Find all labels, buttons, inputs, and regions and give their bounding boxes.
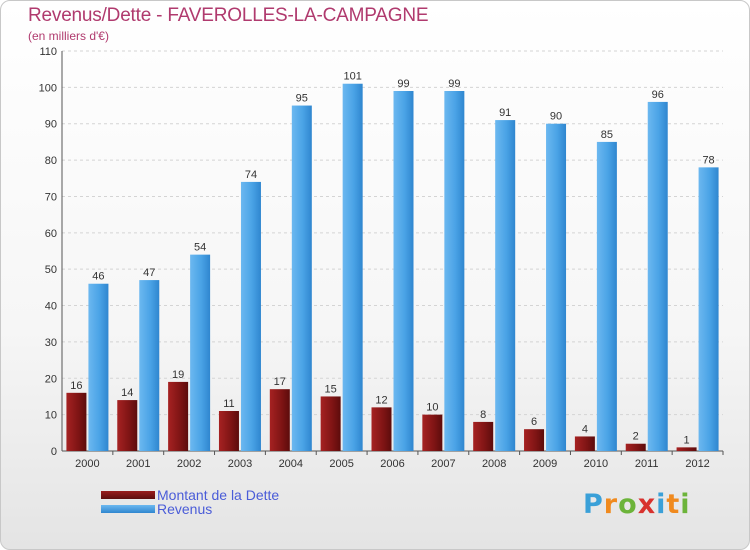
legend-swatch-debt <box>101 491 155 499</box>
legend-label-debt: Montant de la Dette <box>157 487 280 503</box>
data-label-dette: 11 <box>223 398 234 410</box>
bar-dette <box>676 447 697 451</box>
data-label-revenus: 91 <box>499 107 511 119</box>
bar-revenus <box>393 91 414 451</box>
x-tick-label: 2007 <box>431 458 455 470</box>
data-label-dette: 6 <box>531 416 537 428</box>
bar-dette <box>473 421 494 451</box>
chart-title: Revenus/Dette - FAVEROLLES-LA-CAMPAGNE <box>28 5 429 26</box>
data-label-revenus: 54 <box>194 242 206 254</box>
x-tick-label: 2003 <box>228 458 252 470</box>
data-label-revenus: 95 <box>296 93 308 105</box>
data-label-revenus: 101 <box>343 71 361 83</box>
y-tick-label: 90 <box>45 119 57 131</box>
bar-revenus <box>596 141 617 451</box>
x-tick-label: 2006 <box>380 458 404 470</box>
bar-revenus <box>546 123 567 452</box>
y-tick-label: 30 <box>45 337 57 349</box>
legend-label-revenus: Revenus <box>157 501 213 517</box>
x-tick-label: 2001 <box>126 458 150 470</box>
bar-dette <box>117 400 138 451</box>
x-tick-label: 2005 <box>329 458 353 470</box>
y-tick-label: 40 <box>45 301 57 313</box>
y-tick-label: 80 <box>45 155 57 167</box>
proxiti-logo: Proxiti <box>583 489 691 520</box>
bar-revenus <box>139 280 160 451</box>
bar-revenus <box>88 283 109 451</box>
data-label-revenus: 78 <box>702 154 714 166</box>
bar-revenus <box>190 254 211 451</box>
bar-dette <box>218 411 239 451</box>
data-label-revenus: 74 <box>245 169 257 181</box>
x-tick-label: 2004 <box>279 458 303 470</box>
x-tick-label: 2011 <box>635 458 659 470</box>
x-tick-label: 2000 <box>75 458 99 470</box>
data-label-dette: 1 <box>684 434 690 446</box>
y-tick-label: 10 <box>45 410 57 422</box>
data-label-dette: 12 <box>375 394 387 406</box>
x-tick-label: 2009 <box>533 458 557 470</box>
y-tick-label: 100 <box>39 82 57 94</box>
data-label-dette: 14 <box>121 387 133 399</box>
bar-dette <box>574 436 595 451</box>
x-tick-label: 2012 <box>685 458 709 470</box>
bar-dette <box>422 414 443 451</box>
y-tick-label: 70 <box>45 191 57 203</box>
data-label-dette: 16 <box>70 380 82 392</box>
x-tick-label: 2002 <box>177 458 201 470</box>
bar-dette <box>66 392 87 451</box>
data-label-dette: 10 <box>426 402 438 414</box>
y-tick-label: 60 <box>45 228 57 240</box>
bar-dette <box>320 396 341 451</box>
bar-revenus <box>495 120 516 451</box>
x-tick-label: 2010 <box>584 458 608 470</box>
bar-revenus <box>342 83 363 452</box>
data-label-dette: 17 <box>274 376 286 388</box>
data-label-revenus: 96 <box>652 89 664 101</box>
data-label-dette: 4 <box>582 423 588 435</box>
bar-dette <box>625 443 646 451</box>
data-label-revenus: 99 <box>397 78 409 90</box>
bar-dette <box>168 381 189 451</box>
legend-item-debt: Montant de la Dette <box>101 487 279 503</box>
bar-revenus <box>647 101 668 451</box>
bar-dette <box>269 389 290 451</box>
bar-revenus <box>291 105 312 451</box>
legend-item-revenus: Revenus <box>101 501 212 517</box>
y-tick-label: 0 <box>51 446 57 458</box>
bar-revenus <box>240 181 261 451</box>
chart-subtitle: (en milliers d'€) <box>28 29 109 43</box>
data-label-revenus: 47 <box>143 267 155 279</box>
data-label-dette: 8 <box>480 409 486 421</box>
y-tick-label: 50 <box>45 264 57 276</box>
data-label-dette: 15 <box>325 383 337 395</box>
data-label-dette: 2 <box>633 431 639 443</box>
bar-dette <box>524 429 545 451</box>
y-tick-label: 20 <box>45 373 57 385</box>
data-label-revenus: 90 <box>550 111 562 123</box>
legend-swatch-revenus <box>101 505 155 513</box>
bar-revenus <box>444 91 465 451</box>
data-label-revenus: 85 <box>601 129 613 141</box>
bar-dette <box>371 407 392 451</box>
bar-revenus <box>698 167 719 451</box>
y-tick-label: 110 <box>39 46 57 58</box>
data-label-revenus: 99 <box>448 78 460 90</box>
data-label-dette: 19 <box>172 369 184 381</box>
data-label-revenus: 46 <box>92 271 104 283</box>
x-tick-label: 2008 <box>482 458 506 470</box>
